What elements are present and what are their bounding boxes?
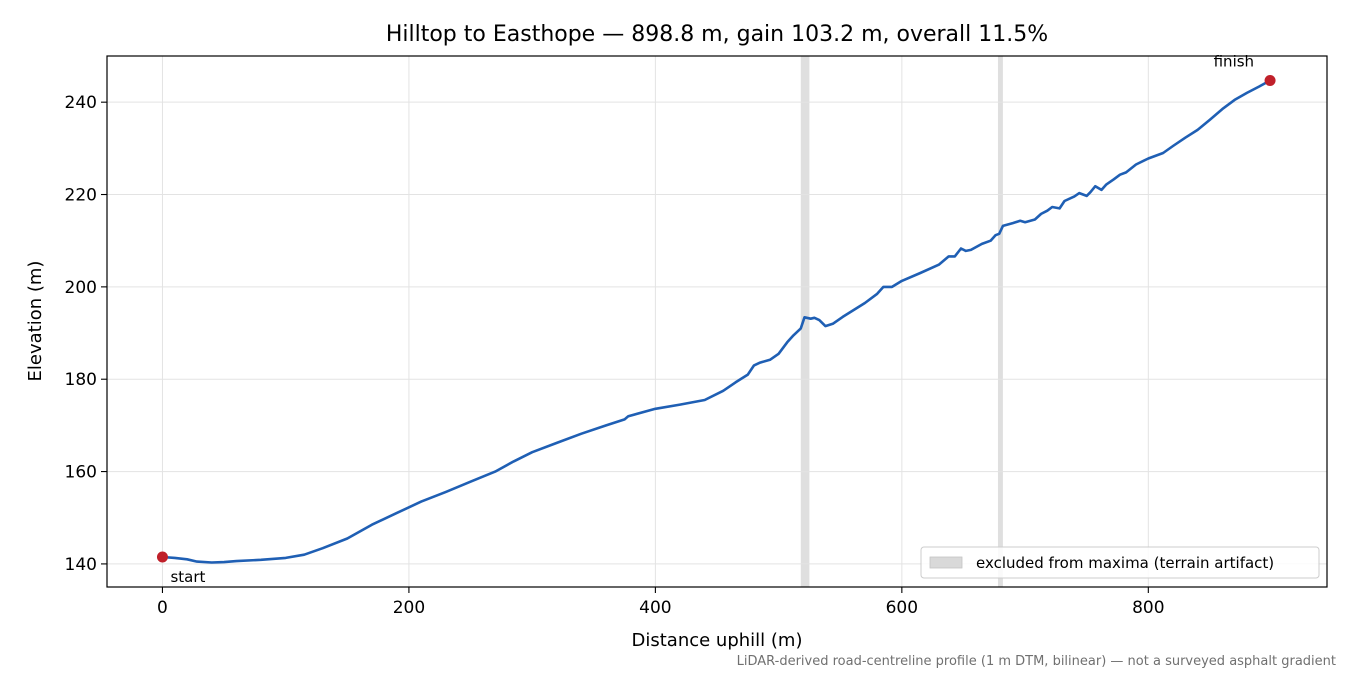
grid-lines [107, 56, 1327, 587]
x-axis-label: Distance uphill (m) [632, 630, 803, 651]
y-tick-label: 160 [65, 463, 97, 483]
finish-label: finish [1214, 52, 1254, 70]
legend-box [920, 546, 1320, 579]
y-axis-label: Elevation (m) [25, 261, 46, 382]
start-marker [156, 551, 168, 563]
excluded-band [997, 56, 1003, 587]
excluded-bands [800, 56, 1003, 587]
x-tick-label: 600 [886, 598, 918, 618]
legend: excluded from maxima (terrain artifact) [920, 546, 1320, 579]
x-tick-label: 800 [1132, 598, 1164, 618]
y-tick-label: 240 [65, 93, 97, 113]
marker-layer: start finish [156, 52, 1276, 586]
chart-title: Hilltop to Easthope — 898.8 m, gain 103.… [386, 22, 1048, 47]
elevation-line [161, 79, 1272, 564]
y-axis-ticks: 140 160 180 200 220 240 [65, 93, 107, 575]
start-label: start [170, 568, 205, 586]
plot-frame [106, 55, 1328, 588]
x-tick-label: 400 [639, 598, 671, 618]
series-layer [161, 79, 1272, 564]
y-tick-label: 140 [65, 555, 97, 575]
excluded-band [800, 56, 810, 587]
x-axis-ticks: 0 200 400 600 800 [157, 587, 1165, 618]
legend-label: excluded from maxima (terrain artifact) [976, 554, 1274, 572]
x-tick-label: 0 [157, 598, 168, 618]
legend-swatch [929, 556, 963, 569]
finish-marker [1264, 74, 1276, 86]
y-tick-label: 220 [65, 186, 97, 206]
x-tick-label: 200 [393, 598, 425, 618]
chart-footnote: LiDAR-derived road-centreline profile (1… [737, 654, 1336, 669]
y-tick-label: 200 [65, 278, 97, 298]
y-tick-label: 180 [65, 370, 97, 390]
